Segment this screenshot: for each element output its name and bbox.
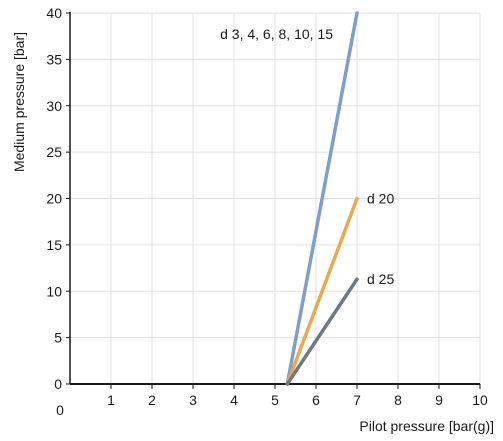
y-tick-label-4: 20 [46,191,62,207]
y-tick-label-8: 40 [46,5,62,21]
grid [70,12,481,384]
series-labels: d 3, 4, 6, 8, 10, 15 d 20 d 25 [220,26,394,287]
axes [66,12,481,389]
y-tick-label-3: 15 [46,237,62,253]
series-label-0: d 3, 4, 6, 8, 10, 15 [220,26,333,42]
x-tick-label-3: 4 [230,392,238,408]
x-tick-label-4: 5 [271,392,279,408]
x-tick-label-0: 1 [107,392,115,408]
y-axis-title: Medium pressure [bar] [11,32,27,172]
y-tick-labels: 0 5 10 15 20 25 30 35 40 [46,5,62,392]
x-tick-label-9: 10 [472,392,488,408]
x-tick-label-8: 9 [435,392,443,408]
origin-label: 0 [56,402,64,418]
x-tick-label-6: 7 [353,392,361,408]
x-tick-labels: 1 2 3 4 5 6 7 8 9 10 [107,392,488,408]
series-label-2: d 25 [367,271,394,287]
y-tick-label-2: 10 [46,283,62,299]
y-tick-label-1: 5 [54,330,62,346]
x-tick-label-5: 6 [312,392,320,408]
y-tick-label-5: 25 [46,144,62,160]
series-line-2 [285,277,359,386]
x-tick-label-1: 2 [148,392,156,408]
series-label-1: d 20 [367,191,394,207]
series-line-1 [285,196,359,386]
x-tick-label-7: 8 [394,392,402,408]
y-tick-label-0: 0 [54,376,62,392]
series-lines [285,11,359,386]
series-line-0 [285,11,359,386]
y-tick-label-6: 30 [46,98,62,114]
x-tick-label-2: 3 [189,392,197,408]
y-tick-label-7: 35 [46,51,62,67]
x-axis-title: Pilot pressure [bar(g)] [359,418,494,434]
